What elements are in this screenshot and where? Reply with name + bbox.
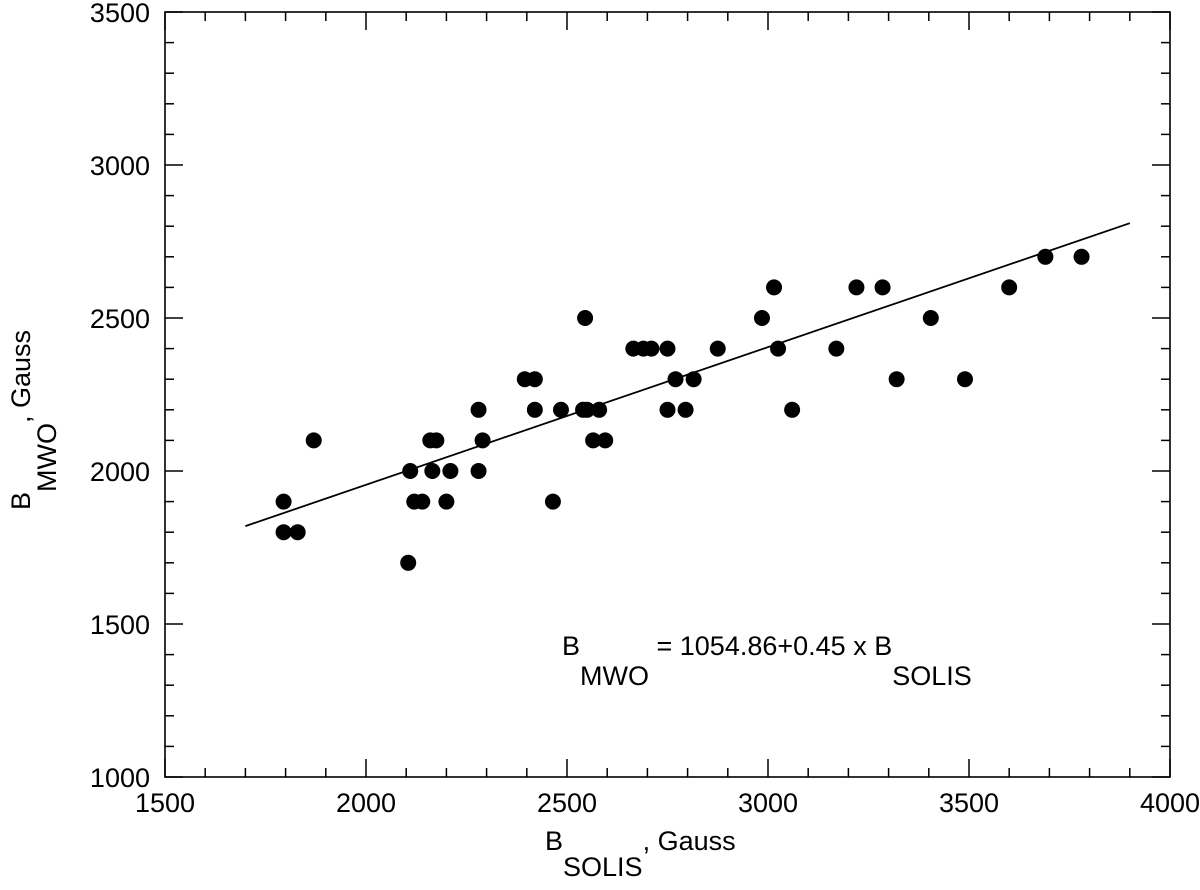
data-point xyxy=(709,340,726,357)
plot-frame xyxy=(164,11,1171,778)
data-point xyxy=(667,371,684,388)
data-point xyxy=(685,371,702,388)
data-points xyxy=(275,248,1090,571)
data-point xyxy=(677,401,694,418)
data-point xyxy=(659,340,676,357)
data-point xyxy=(766,279,783,296)
data-point xyxy=(414,493,431,510)
data-point xyxy=(784,401,801,418)
x-tick-label: 4000 xyxy=(1140,788,1200,818)
data-point xyxy=(275,524,292,541)
fit-equation: BMWO = 1054.86+0.45 x BSOLIS xyxy=(562,631,972,691)
data-point xyxy=(275,493,292,510)
equation-rhs-sub: SOLIS xyxy=(892,661,972,691)
x-axis-title: BSOLIS, Gauss xyxy=(545,826,736,882)
data-point xyxy=(874,279,891,296)
equation-lhs-main: B xyxy=(562,631,580,661)
x-axis-title-main: B xyxy=(545,826,563,856)
data-point xyxy=(424,463,441,479)
y-tick-label: 3000 xyxy=(90,151,150,181)
x-axis-title-sub: SOLIS xyxy=(563,852,643,882)
axis-ticks xyxy=(164,11,1171,778)
y-tick-label: 1500 xyxy=(90,610,150,640)
equation-rhs: = 1054.86+0.45 x B xyxy=(649,631,892,661)
y-tick-label: 1000 xyxy=(90,763,150,793)
data-point xyxy=(643,340,660,357)
data-point xyxy=(438,493,455,510)
x-tick-label: 3000 xyxy=(738,788,798,818)
data-point xyxy=(442,463,459,479)
data-point xyxy=(1073,248,1090,265)
data-point xyxy=(659,401,676,418)
data-point xyxy=(753,310,770,326)
data-point xyxy=(828,340,845,357)
data-point xyxy=(289,524,306,541)
data-point xyxy=(428,432,445,449)
y-tick-label: 2000 xyxy=(90,457,150,487)
data-point xyxy=(1001,279,1018,296)
data-point xyxy=(585,432,602,449)
data-point xyxy=(402,463,419,479)
data-point xyxy=(579,401,596,418)
y-tick-labels: 1000 1500 2000 2500 3000 3500 xyxy=(90,0,150,793)
data-point xyxy=(770,340,787,357)
data-point xyxy=(956,371,973,388)
data-point xyxy=(470,463,487,479)
x-tick-labels: 1500 2000 2500 3000 3500 4000 xyxy=(135,788,1200,818)
y-axis-title-main: B xyxy=(6,492,36,510)
data-point xyxy=(888,371,905,388)
data-point xyxy=(470,401,487,418)
y-axis-title-sub: MWO xyxy=(32,423,62,492)
y-tick-label: 2500 xyxy=(90,304,150,334)
data-point xyxy=(552,401,569,418)
data-point xyxy=(577,310,594,326)
x-axis-title-suffix: , Gauss xyxy=(643,826,736,856)
data-point xyxy=(591,401,608,418)
data-point xyxy=(1037,248,1054,265)
data-point xyxy=(526,401,543,418)
x-tick-label: 2500 xyxy=(537,788,597,818)
data-point xyxy=(474,432,491,449)
equation-lhs-sub: MWO xyxy=(580,661,649,691)
data-point xyxy=(597,432,614,449)
y-tick-label: 3500 xyxy=(90,0,150,28)
x-tick-label: 3500 xyxy=(939,788,999,818)
data-point xyxy=(922,310,939,326)
x-tick-label: 1500 xyxy=(135,788,195,818)
y-axis-title: BMWO, Gauss xyxy=(6,330,62,510)
data-point xyxy=(305,432,322,449)
data-point xyxy=(848,279,865,296)
data-point xyxy=(400,554,417,571)
x-tick-label: 2000 xyxy=(336,788,396,818)
data-point xyxy=(544,493,561,510)
data-point xyxy=(526,371,543,388)
y-axis-title-suffix: , Gauss xyxy=(6,330,36,423)
